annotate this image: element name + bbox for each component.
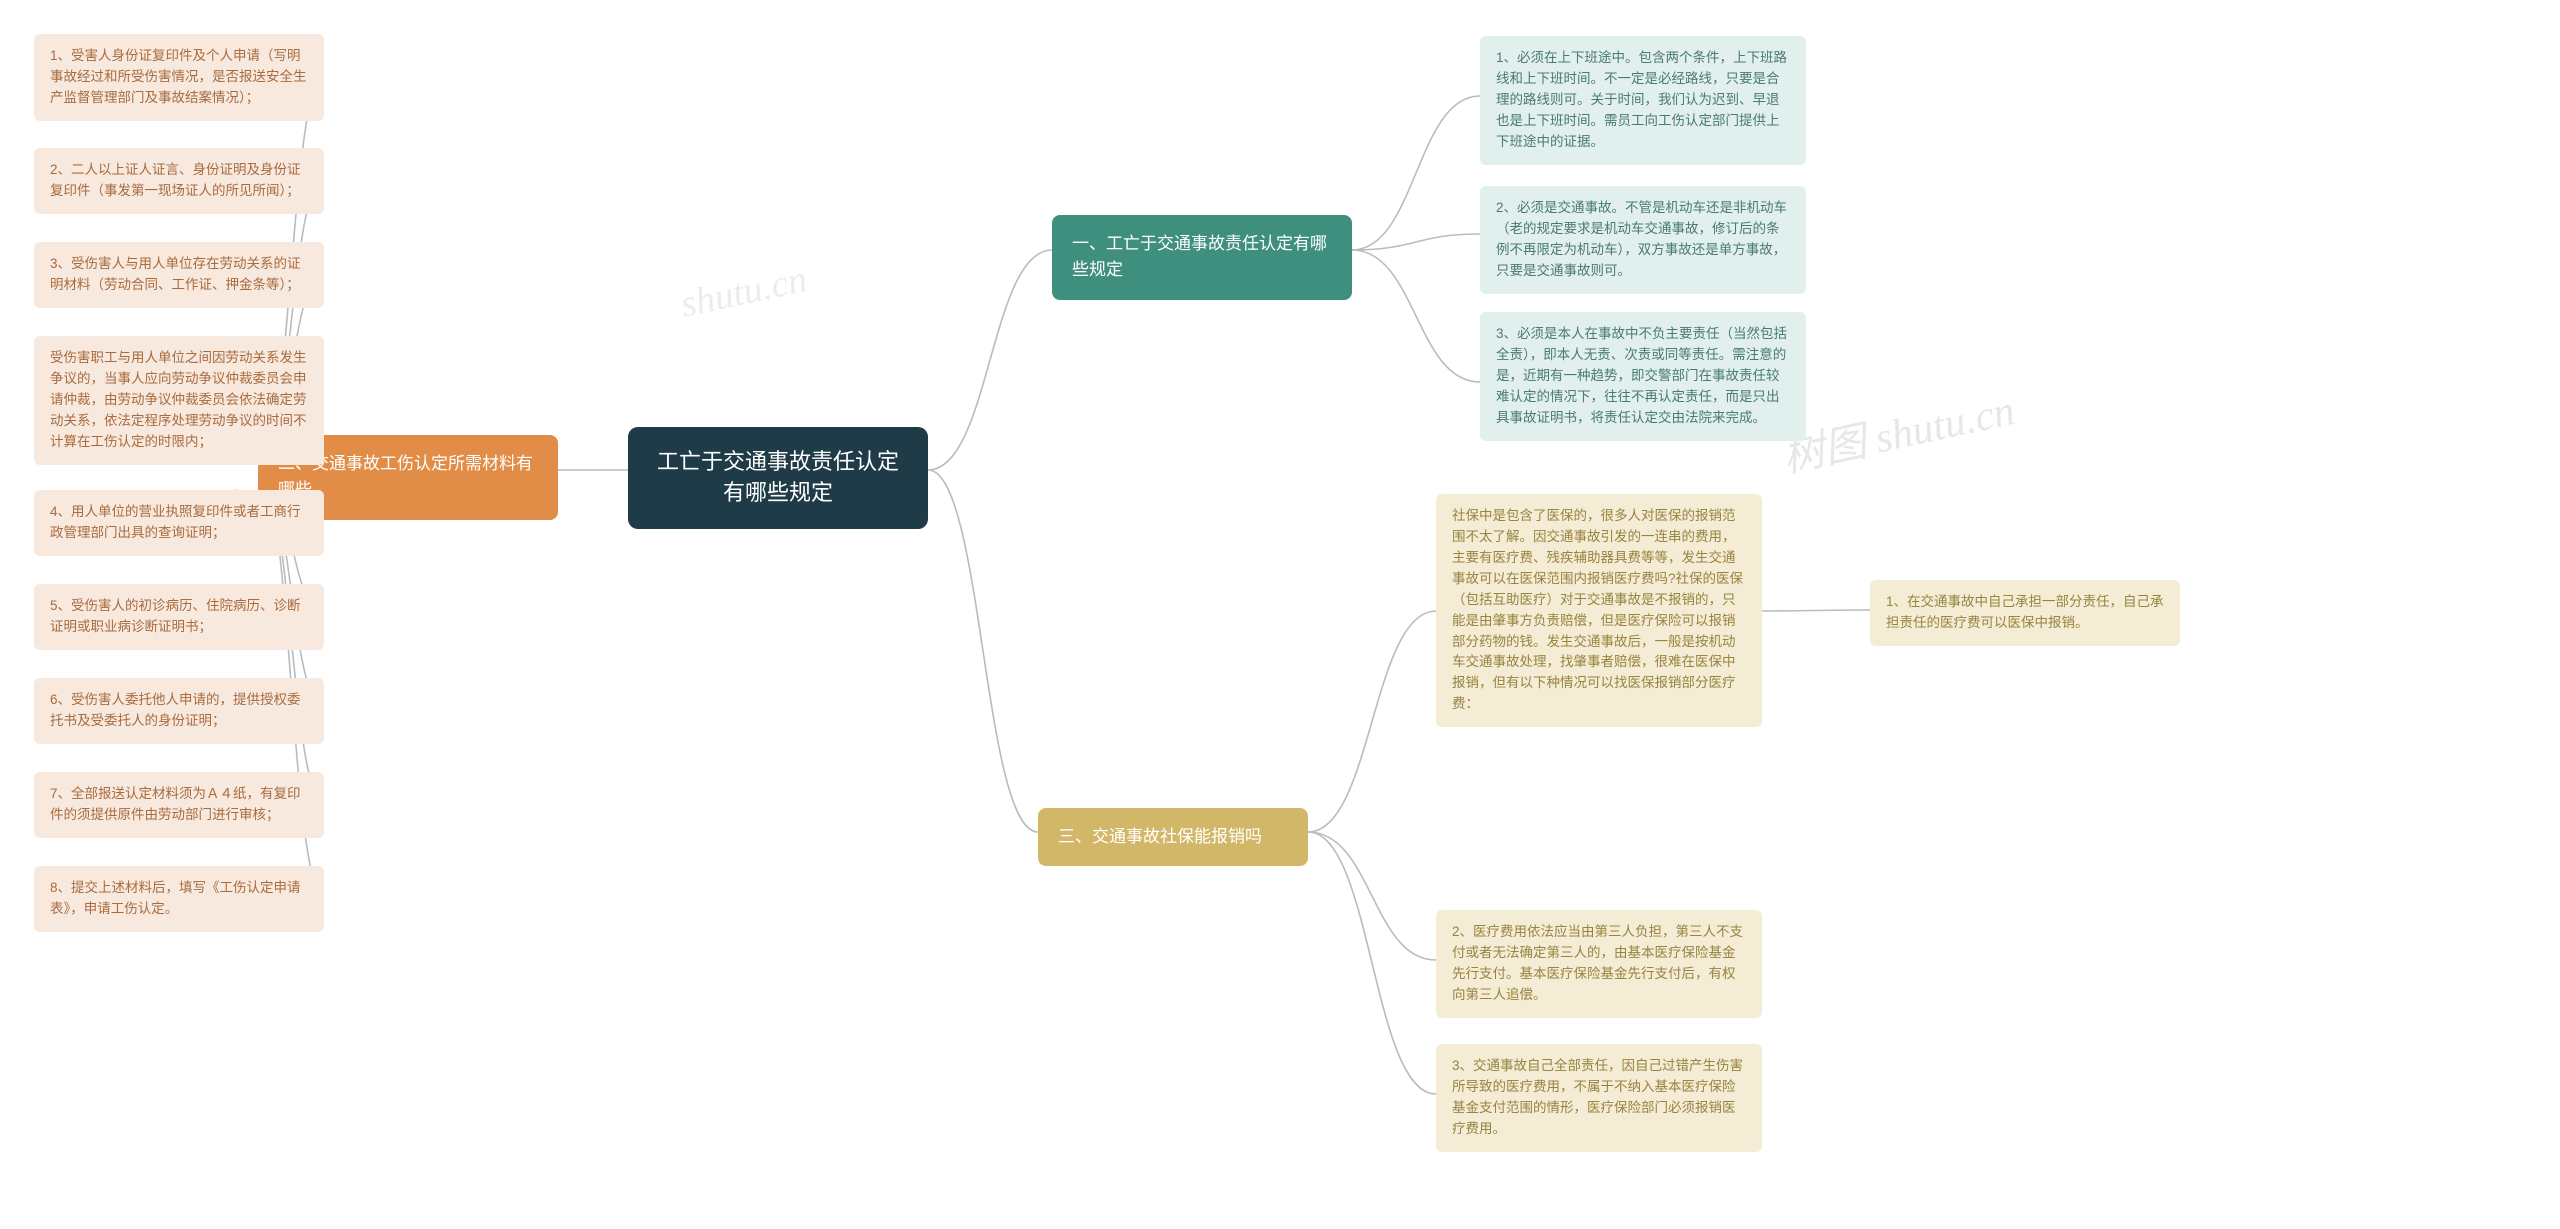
leaf-b2-6: 6、受伤害人委托他人申请的，提供授权委托书及受委托人的身份证明； — [34, 678, 324, 744]
leaf-b2-1: 2、二人以上证人证言、身份证明及身份证复印件（事发第一现场证人的所见所闻）； — [34, 148, 324, 214]
leaf-b3-0-sub: 1、在交通事故中自己承担一部分责任，自己承担责任的医疗费可以医保中报销。 — [1870, 580, 2180, 646]
branch-node-b1: 一、工亡于交通事故责任认定有哪些规定 — [1052, 215, 1352, 300]
leaf-b2-3: 受伤害职工与用人单位之间因劳动关系发生争议的，当事人应向劳动争议仲裁委员会申请仲… — [34, 336, 324, 465]
leaf-b1-1: 2、必须是交通事故。不管是机动车还是非机动车（老的规定要求是机动车交通事故，修订… — [1480, 186, 1806, 294]
leaf-b2-0: 1、受害人身份证复印件及个人申请（写明事故经过和所受伤害情况，是否报送安全生产监… — [34, 34, 324, 121]
leaf-b2-8: 8、提交上述材料后，填写《工伤认定申请表》，申请工伤认定。 — [34, 866, 324, 932]
watermark: shutu.cn — [677, 257, 811, 327]
leaf-b1-0: 1、必须在上下班途中。包含两个条件，上下班路线和上下班时间。不一定是必经路线，只… — [1480, 36, 1806, 165]
leaf-b3-1: 2、医疗费用依法应当由第三人负担，第三人不支付或者无法确定第三人的，由基本医疗保… — [1436, 910, 1762, 1018]
branch-node-b3: 三、交通事故社保能报销吗 — [1038, 808, 1308, 866]
leaf-b2-4: 4、用人单位的营业执照复印件或者工商行政管理部门出具的查询证明； — [34, 490, 324, 556]
center-node: 工亡于交通事故责任认定有哪些规定 — [628, 427, 928, 529]
leaf-b2-7: 7、全部报送认定材料须为Ａ４纸，有复印件的须提供原件由劳动部门进行审核； — [34, 772, 324, 838]
watermark: 树图 shutu.cn — [1776, 376, 2019, 485]
leaf-b1-2: 3、必须是本人在事故中不负主要责任（当然包括全责），即本人无责、次责或同等责任。… — [1480, 312, 1806, 441]
leaf-b2-5: 5、受伤害人的初诊病历、住院病历、诊断证明或职业病诊断证明书； — [34, 584, 324, 650]
leaf-b3-0: 社保中是包含了医保的，很多人对医保的报销范围不太了解。因交通事故引发的一连串的费… — [1436, 494, 1762, 727]
leaf-b2-2: 3、受伤害人与用人单位存在劳动关系的证明材料（劳动合同、工作证、押金条等）； — [34, 242, 324, 308]
leaf-b3-2: 3、交通事故自己全部责任，因自己过错产生伤害所导致的医疗费用，不属于不纳入基本医… — [1436, 1044, 1762, 1152]
